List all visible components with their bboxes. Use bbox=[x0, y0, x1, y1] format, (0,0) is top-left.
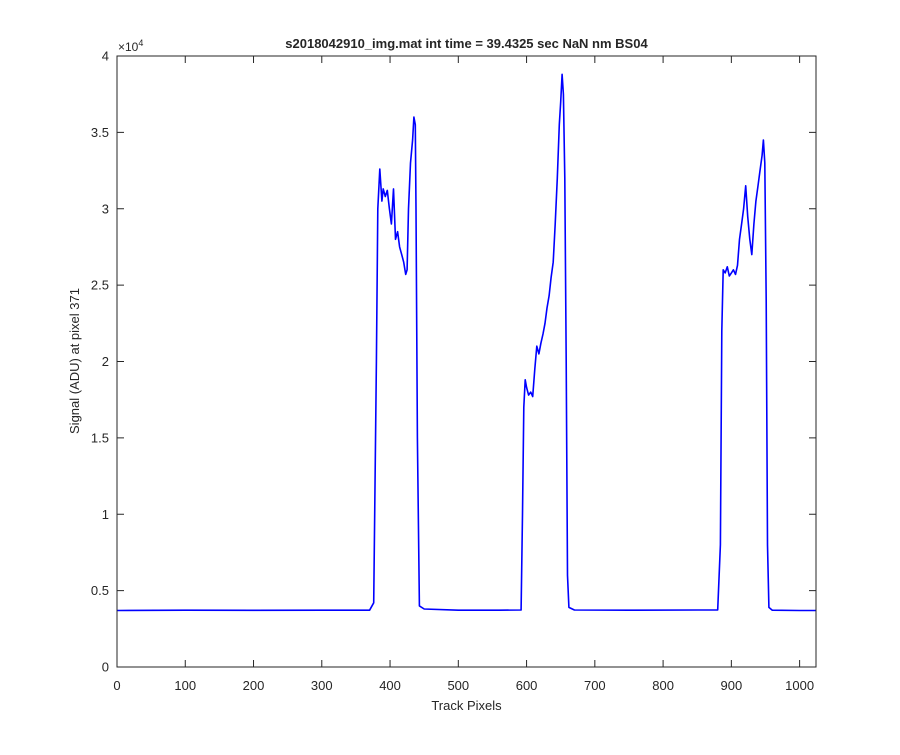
x-tick-label: 800 bbox=[652, 678, 674, 693]
x-tick-label: 600 bbox=[516, 678, 538, 693]
y-axis-ticks: 0 0.5 1 1.5 2 2.5 3 3.5 4 bbox=[91, 49, 816, 675]
y-axis-label: Signal (ADU) at pixel 371 bbox=[67, 288, 82, 434]
x-axis-label: Track Pixels bbox=[431, 698, 502, 713]
plot-area bbox=[117, 56, 816, 667]
y-tick-label: 2.5 bbox=[91, 278, 109, 293]
x-tick-label: 1000 bbox=[785, 678, 814, 693]
y-tick-label: 4 bbox=[102, 49, 109, 64]
x-tick-label: 300 bbox=[311, 678, 333, 693]
exponent-power: 4 bbox=[138, 38, 143, 48]
x-tick-label: 0 bbox=[113, 678, 120, 693]
y-tick-label: 3 bbox=[102, 201, 109, 216]
axes-box bbox=[116, 55, 817, 668]
x-tick-label: 400 bbox=[379, 678, 401, 693]
y-tick-label: 3.5 bbox=[91, 125, 109, 140]
y-axis-exponent: ×104 bbox=[118, 38, 143, 54]
y-tick-label: 2 bbox=[102, 354, 109, 369]
x-axis-ticks: 0 100 200 300 400 500 600 700 800 900 1000 bbox=[113, 56, 814, 693]
chart-title: s2018042910_img.mat int time = 39.4325 s… bbox=[285, 36, 648, 51]
y-tick-label: 1 bbox=[102, 507, 109, 522]
signal-line bbox=[116, 73, 816, 612]
x-tick-label: 900 bbox=[721, 678, 743, 693]
x-tick-label: 500 bbox=[447, 678, 469, 693]
series-group bbox=[116, 73, 816, 612]
x-tick-label: 700 bbox=[584, 678, 606, 693]
y-tick-label: 0 bbox=[102, 660, 109, 675]
exponent-base: ×10 bbox=[118, 40, 139, 54]
y-tick-label: 0.5 bbox=[91, 583, 109, 598]
y-tick-label: 1.5 bbox=[91, 430, 109, 445]
x-tick-label: 100 bbox=[174, 678, 196, 693]
x-tick-label: 200 bbox=[243, 678, 265, 693]
